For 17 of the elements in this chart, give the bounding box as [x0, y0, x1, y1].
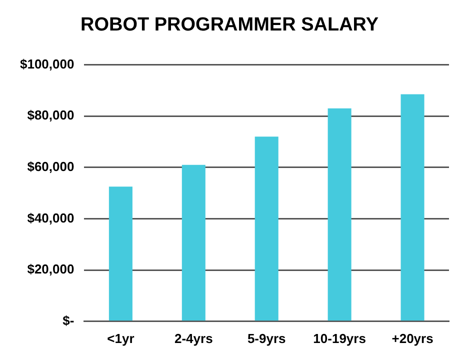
- bar: [254, 136, 278, 321]
- y-tick-label: $20,000: [27, 262, 74, 277]
- y-tick-label: $80,000: [27, 108, 74, 123]
- x-tick-label: 10-19yrs: [313, 330, 366, 346]
- x-tick-label: +20yrs: [392, 330, 434, 346]
- chart-title: ROBOT PROGRAMMER SALARY: [80, 14, 379, 36]
- x-tick-label: 5-9yrs: [247, 330, 286, 346]
- bar: [108, 186, 132, 321]
- x-tick-label: 2-4yrs: [174, 330, 213, 346]
- y-tick-label: $40,000: [27, 210, 74, 226]
- y-tick-label: $-: [62, 312, 74, 328]
- bar: [182, 164, 206, 321]
- y-tick-label: $100,000: [20, 56, 74, 72]
- y-tick-label: $60,000: [27, 159, 74, 174]
- bar: [328, 108, 352, 321]
- x-tick-label: <1yr: [107, 330, 134, 346]
- bar: [400, 94, 424, 321]
